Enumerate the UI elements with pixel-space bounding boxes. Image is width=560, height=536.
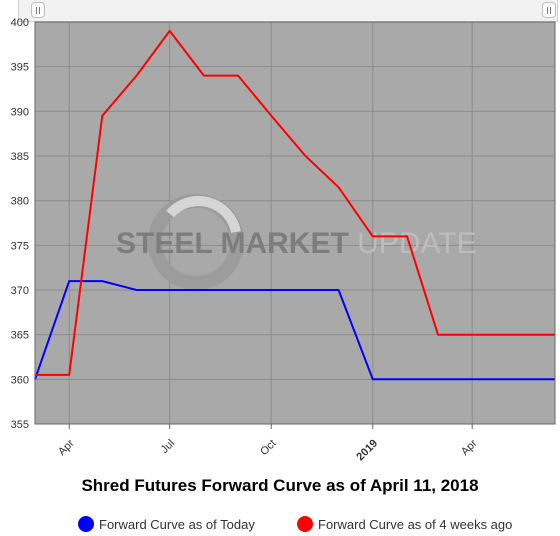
plot-background [35,22,555,424]
chart-title: Shred Futures Forward Curve as of April … [81,476,479,495]
y-tick-label: 385 [11,151,29,163]
y-tick-label: 390 [11,106,29,118]
y-tick-label: 370 [11,285,29,297]
series-line-4-weeks-ago [35,29,555,376]
legend: Forward Curve as of Today Forward Curve … [0,516,560,536]
y-tick-label: 375 [11,240,29,252]
legend-marker-today [78,516,94,532]
y-tick-label: 365 [11,330,29,342]
x-tick-label: Jul [159,437,177,455]
watermark-text: STEEL MARKET UPDATE [116,227,477,260]
y-tick-label: 380 [11,196,29,208]
x-tick-label: Apr [56,437,77,458]
legend-item-today[interactable]: Forward Curve as of Today [78,516,255,532]
legend-label-today: Forward Curve as of Today [99,516,255,532]
y-tick-label: 360 [11,374,29,386]
plot-border [34,21,556,425]
watermark-swoosh [166,196,241,234]
x-tick-label: Oct [258,437,279,458]
navigator-left-handle[interactable] [31,2,45,18]
navigator-right-handle[interactable] [542,2,556,18]
legend-marker-4-weeks-ago [297,516,313,532]
plot-area: 355 360 365 370 375 380 385 390 395 400 Apr Jul Oct 2… [11,17,556,463]
x-tick-label: 2019 [354,437,380,463]
y-tick-label: 355 [11,419,29,431]
legend-label-4-weeks-ago: Forward Curve as of 4 weeks ago [318,516,513,532]
y-tick-label: 395 [11,62,29,74]
legend-item-4-weeks-ago[interactable]: Forward Curve as of 4 weeks ago [297,516,512,532]
x-tick-label: Apr [459,437,480,458]
y-tick-label: 400 [11,17,29,29]
series-line-today [34,280,555,381]
